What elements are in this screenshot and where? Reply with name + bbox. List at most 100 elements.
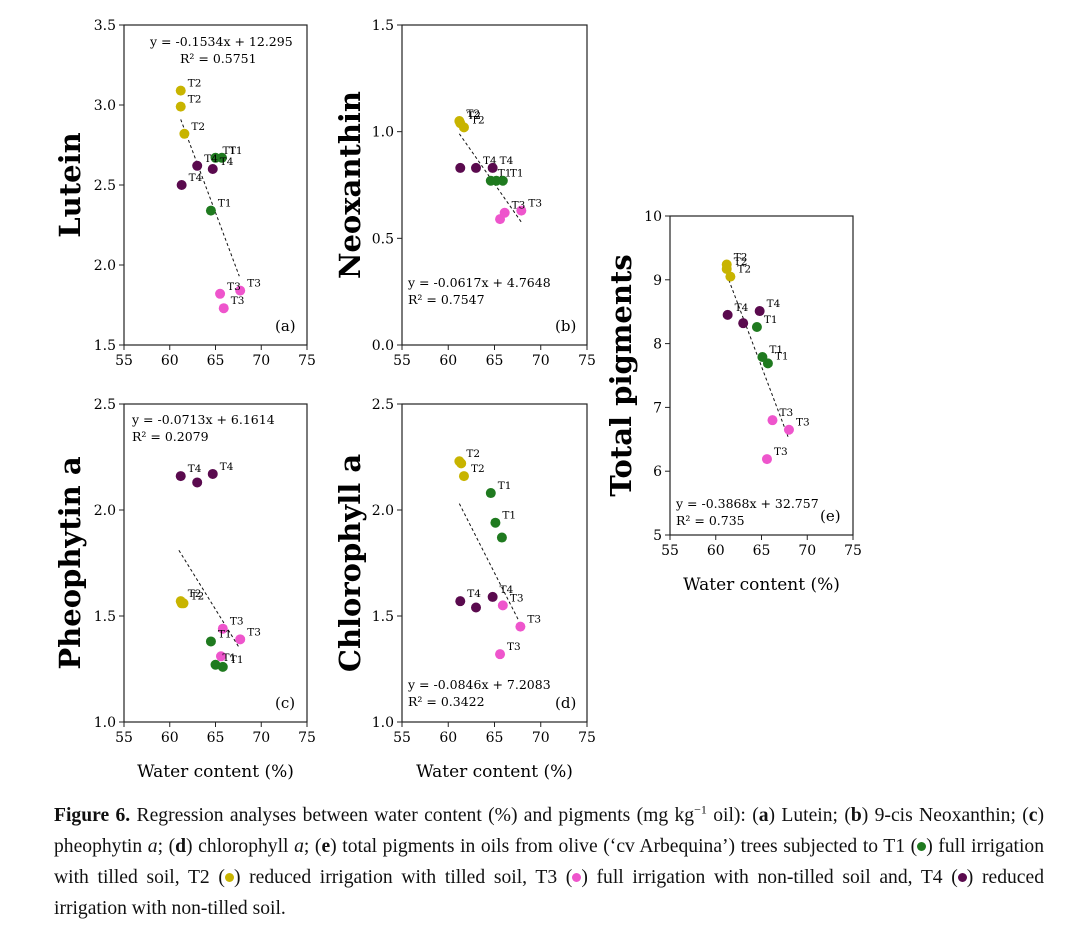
t2-legend-dot-icon xyxy=(224,873,234,882)
data-point-t4 xyxy=(487,591,498,602)
y-tick-label: 2.0 xyxy=(372,503,394,519)
data-point-label: T2 xyxy=(188,94,202,106)
figure-6-charts: 55 60 65 70 751.52.02.53.03.5LuteinT2T2T2T1T… xyxy=(53,18,862,782)
chart-a: 55 60 65 70 751.52.02.53.03.5LuteinT2T2T2T1T… xyxy=(53,18,316,369)
data-point-label: T4 xyxy=(204,153,218,165)
data-point-label: T2 xyxy=(466,448,480,460)
regression-equation: y = -0.0713x + 6.1614 xyxy=(131,412,275,427)
y-tick-label: 3.5 xyxy=(94,18,116,34)
x-tick-label: 65 xyxy=(207,730,225,746)
y-tick-label: 1.5 xyxy=(372,18,394,34)
chart-d: 55 60 65 70 75 1.0 1.5 2.0 2.5 Chlorophyll a Water… xyxy=(333,397,596,782)
y-tick-label: 2.5 xyxy=(94,397,116,413)
panel-label: (b) xyxy=(555,317,576,335)
data-point-label: T2 xyxy=(471,114,485,126)
regression-r-squared: R² = 0.735 xyxy=(676,513,745,528)
data-point-label: T1 xyxy=(218,628,232,640)
data-point-t3 xyxy=(235,285,246,296)
y-tick-label: 1.0 xyxy=(94,715,116,731)
data-point-t4 xyxy=(207,468,218,479)
data-point-label: T4 xyxy=(188,463,202,475)
data-point-t3 xyxy=(217,623,228,634)
y-tick-label: 1.5 xyxy=(372,609,394,625)
data-point-label: T3 xyxy=(510,592,524,604)
data-point-label: T3 xyxy=(528,198,542,210)
chart-e: 55 60 65 70 75 5 6 7 8 9 10 Total pigments Water con… xyxy=(604,209,862,595)
regression-trend-line xyxy=(458,133,523,224)
figure-caption: Figure 6. Regression analyses between wa… xyxy=(54,802,1045,919)
x-tick-label: 65 xyxy=(486,353,504,369)
plot-frame xyxy=(401,403,588,723)
x-tick-label: 55 xyxy=(115,353,133,369)
panel-label: (a) xyxy=(275,317,296,335)
data-point-label: T3 xyxy=(796,417,810,429)
t4-legend-dot-icon xyxy=(957,873,967,882)
y-tick-label: 1.0 xyxy=(372,715,394,731)
y-axis-label: Neoxanthin xyxy=(333,91,367,279)
data-point-label: T2 xyxy=(734,251,748,263)
data-point-t1 xyxy=(485,488,496,499)
plot-frame xyxy=(123,24,308,346)
data-point-label: T4 xyxy=(500,155,514,167)
data-point-t2 xyxy=(725,271,736,282)
data-point-label: T2 xyxy=(191,121,205,133)
data-point-t1 xyxy=(751,322,762,333)
data-point-label: T4 xyxy=(467,588,481,600)
data-point-t3 xyxy=(783,424,794,435)
y-axis-label: Pheophytin a xyxy=(53,456,87,669)
data-point-t3 xyxy=(767,415,778,426)
regression-r-squared: R² = 0.5751 xyxy=(180,51,257,66)
data-point-label: T3 xyxy=(512,200,526,212)
data-point-label: T2 xyxy=(190,590,204,602)
data-point-t4 xyxy=(455,162,466,173)
data-point-t1 xyxy=(205,636,216,647)
regression-equation: y = -0.0617x + 4.7648 xyxy=(407,275,551,290)
y-tick-label: 1.5 xyxy=(94,338,116,354)
data-point-label: T3 xyxy=(247,626,261,638)
data-point-t4 xyxy=(471,602,481,613)
x-axis-label: Water content (%) xyxy=(137,762,294,782)
data-point-label: T4 xyxy=(500,584,514,596)
x-tick-label: 70 xyxy=(532,730,550,746)
data-point-t3 xyxy=(495,214,506,225)
data-point-t4 xyxy=(175,471,186,482)
x-tick-label: 55 xyxy=(393,730,411,746)
data-point-label: T4 xyxy=(220,156,234,168)
x-tick-label: 75 xyxy=(844,543,862,559)
data-point-label: T3 xyxy=(779,407,793,419)
data-point-t4 xyxy=(471,162,481,173)
data-point-label: T2 xyxy=(466,108,480,120)
data-point-label: T3 xyxy=(247,278,261,290)
data-point-t3 xyxy=(516,205,527,216)
data-point-t3 xyxy=(515,621,526,632)
data-point-t3 xyxy=(497,600,508,611)
data-point-t4 xyxy=(192,477,203,488)
regression-equation: y = -0.1534x + 12.295 xyxy=(149,34,293,49)
data-point-t2 xyxy=(179,128,190,139)
y-tick-label: 5 xyxy=(653,528,662,544)
x-tick-label: 55 xyxy=(393,353,411,369)
x-tick-label: 55 xyxy=(661,543,679,559)
data-point-t2 xyxy=(178,598,189,609)
x-tick-label: 75 xyxy=(578,730,596,746)
x-tick-label: 60 xyxy=(439,353,457,369)
data-point-t2 xyxy=(456,458,467,469)
x-tick-label: 60 xyxy=(439,730,457,746)
data-point-t4 xyxy=(207,164,218,174)
data-point-t3 xyxy=(215,288,226,299)
data-point-t1 xyxy=(205,205,216,216)
y-tick-label: 1.0 xyxy=(372,125,394,141)
regression-r-squared: R² = 0.7547 xyxy=(408,292,485,307)
data-point-t4 xyxy=(487,162,498,173)
data-point-label: T1 xyxy=(218,198,232,210)
data-point-label: T4 xyxy=(220,461,234,473)
regression-equation: y = -0.0846x + 7.2083 xyxy=(407,677,551,692)
data-point-t3 xyxy=(235,634,246,645)
y-tick-label: 0.0 xyxy=(372,338,394,354)
data-point-label: T2 xyxy=(467,110,481,122)
y-axis-label: Total pigments xyxy=(604,254,638,496)
panel-label: (c) xyxy=(275,694,295,712)
y-tick-label: 2.0 xyxy=(94,258,116,274)
data-point-label: T1 xyxy=(502,510,516,522)
